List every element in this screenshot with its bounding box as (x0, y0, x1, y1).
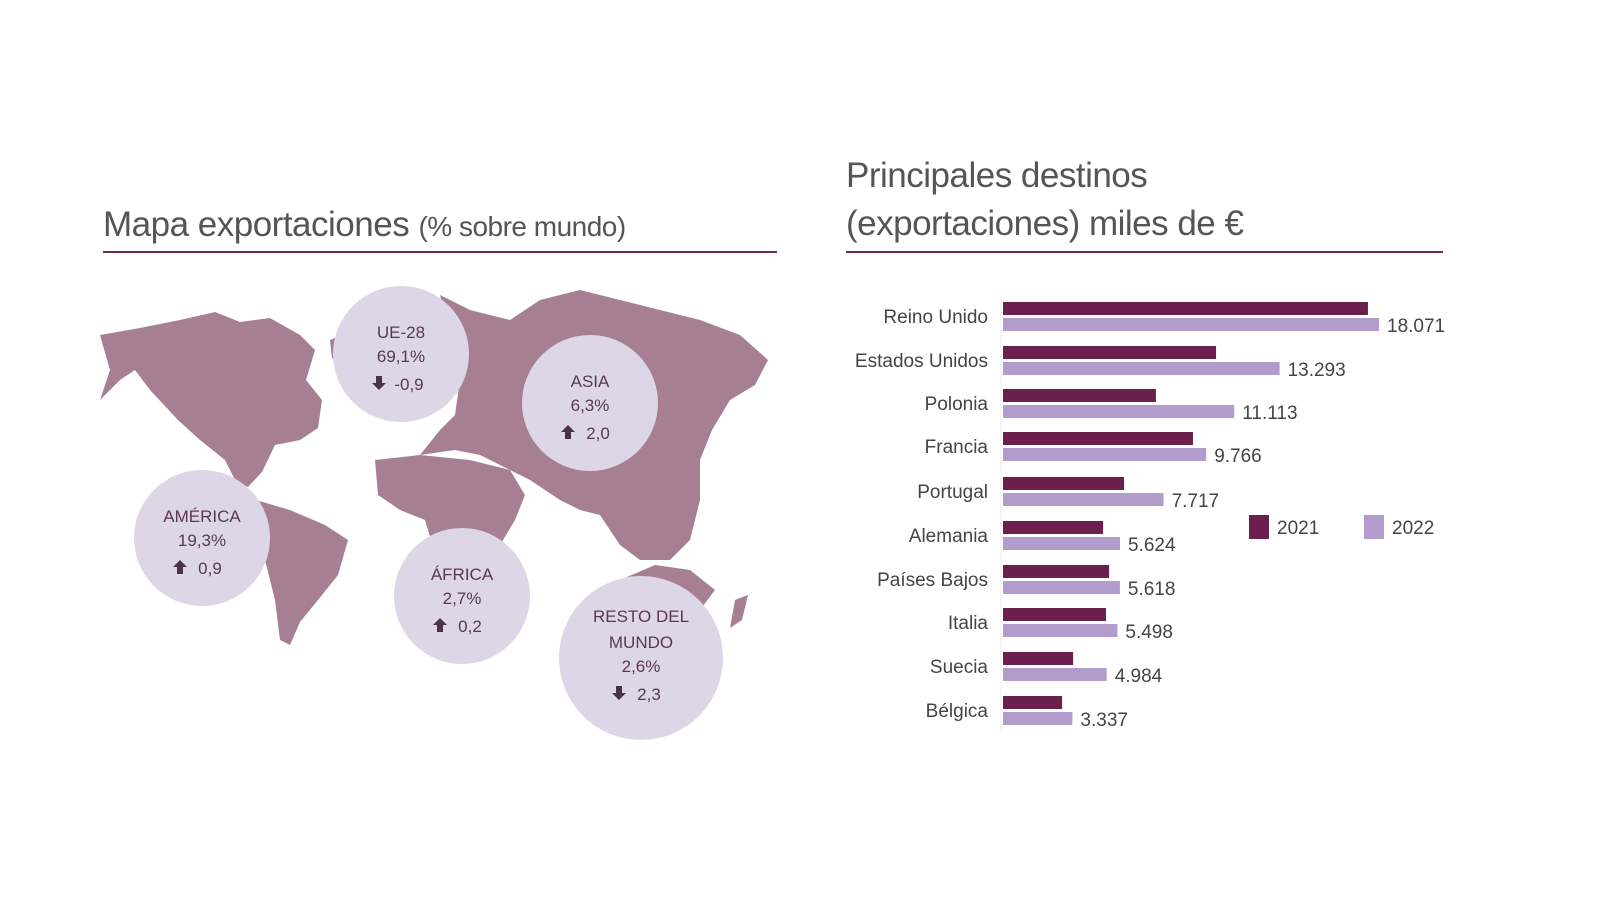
region-name: ASIA (571, 372, 610, 391)
value-label: 9.766 (1214, 446, 1262, 467)
category-label: Portugal (917, 482, 988, 503)
chart-title-line1: Principales destinos (846, 156, 1148, 195)
bar-2022 (1003, 537, 1121, 550)
region-name: ÁFRICA (431, 565, 494, 584)
region-share: 2,6% (622, 657, 661, 676)
map-title: Mapa exportaciones (% sobre mundo) (103, 201, 626, 251)
chart-title-rule (846, 251, 1443, 253)
category-label: Polonia (925, 394, 989, 415)
region-circle (394, 528, 530, 664)
category-label: Italia (948, 613, 989, 634)
legend-swatch (1364, 515, 1384, 539)
bar-2022 (1003, 624, 1118, 637)
region-name: RESTO DEL (593, 607, 689, 626)
legend-label: 2022 (1392, 518, 1434, 539)
region-change: -0,9 (394, 375, 423, 394)
bar-2022 (1003, 668, 1107, 681)
region-share: 6,3% (571, 396, 610, 415)
region-circle (134, 470, 270, 606)
chart-title: Principales destinos (exportaciones) mil… (846, 152, 1244, 248)
value-label: 3.337 (1080, 710, 1128, 731)
bar-2021 (1003, 432, 1193, 445)
south-america (256, 500, 348, 645)
region-bubble: ASIA 6,3% 2,0 (522, 335, 658, 471)
map-title-rule (103, 251, 777, 253)
map-subtitle: (% sobre mundo) (418, 211, 626, 242)
bar-2022 (1003, 362, 1280, 375)
bar-2021 (1003, 389, 1156, 402)
category-label: Suecia (930, 657, 989, 678)
bar-2022 (1003, 712, 1073, 725)
region-name: MUNDO (609, 633, 673, 652)
region-bubble: AMÉRICA 19,3% 0,9 (134, 470, 270, 606)
bar-2022 (1003, 318, 1379, 331)
region-circle (333, 286, 469, 422)
legend-item: 2021 (1249, 515, 1319, 539)
arrow-up-icon (433, 618, 447, 632)
legend-swatch (1249, 515, 1269, 539)
value-label: 18.071 (1387, 316, 1445, 337)
arrow-up-icon (173, 560, 187, 574)
bar-2022 (1003, 493, 1164, 506)
legend-item: 2022 (1364, 515, 1434, 539)
bar-2021 (1003, 477, 1125, 490)
north-america (100, 312, 322, 487)
category-label: Reino Unido (883, 307, 988, 328)
region-change: 2,0 (586, 424, 610, 443)
chart-title-line2: (exportaciones) miles de € (846, 204, 1244, 243)
value-label: 7.717 (1172, 491, 1220, 512)
bar-2022 (1003, 405, 1235, 418)
region-change: 0,2 (458, 617, 482, 636)
region-share: 2,7% (443, 589, 482, 608)
bar-2021 (1003, 346, 1217, 359)
category-label: Francia (925, 437, 989, 458)
bar-2021 (1003, 521, 1104, 534)
new-zealand (730, 595, 748, 628)
value-label: 5.624 (1128, 535, 1176, 556)
bar-2021 (1003, 696, 1063, 709)
legend-label: 2021 (1277, 518, 1319, 539)
region-bubble: ÁFRICA 2,7% 0,2 (394, 528, 530, 664)
bar-2021 (1003, 302, 1368, 315)
value-label: 13.293 (1288, 360, 1346, 381)
arrow-down-icon (372, 376, 386, 390)
arrow-up-icon (561, 425, 575, 439)
region-circle (522, 335, 658, 471)
bar-2021 (1003, 608, 1106, 621)
region-change: 0,9 (198, 559, 222, 578)
region-name: AMÉRICA (163, 507, 241, 526)
map-title-text: Mapa exportaciones (103, 205, 410, 244)
region-name: UE-28 (377, 323, 425, 342)
category-label: Estados Unidos (855, 351, 988, 372)
region-bubble: UE-28 69,1% -0,9 (333, 286, 469, 422)
region-bubble: RESTO DEL MUNDO 2,6% 2,3 (559, 576, 723, 740)
bar-2022 (1003, 581, 1120, 594)
value-label: 4.984 (1115, 666, 1163, 687)
bar-2021 (1003, 652, 1074, 665)
value-label: 5.618 (1128, 579, 1176, 600)
bar-2022 (1003, 448, 1207, 461)
region-circle (559, 576, 723, 740)
region-change: 2,3 (637, 685, 661, 704)
value-label: 11.113 (1242, 403, 1297, 424)
bar-2021 (1003, 565, 1110, 578)
category-label: Bélgica (926, 701, 989, 722)
category-label: Alemania (909, 526, 989, 547)
value-label: 5.498 (1125, 622, 1173, 643)
arrow-down-icon (612, 686, 626, 700)
region-share: 19,3% (178, 531, 226, 550)
region-share: 69,1% (377, 347, 425, 366)
category-label: Países Bajos (877, 570, 988, 591)
